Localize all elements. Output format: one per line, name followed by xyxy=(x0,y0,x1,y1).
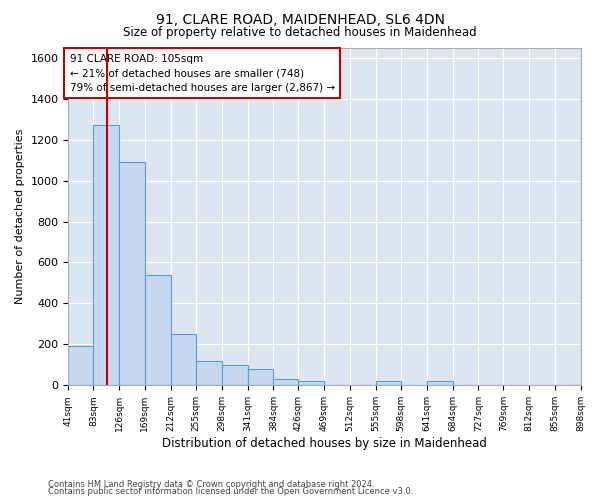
Text: 91, CLARE ROAD, MAIDENHEAD, SL6 4DN: 91, CLARE ROAD, MAIDENHEAD, SL6 4DN xyxy=(155,12,445,26)
X-axis label: Distribution of detached houses by size in Maidenhead: Distribution of detached houses by size … xyxy=(162,437,487,450)
Text: Contains public sector information licensed under the Open Government Licence v3: Contains public sector information licen… xyxy=(48,488,413,496)
Bar xyxy=(196,361,222,386)
Bar xyxy=(274,379,298,386)
Bar xyxy=(170,334,196,386)
Y-axis label: Number of detached properties: Number of detached properties xyxy=(15,128,25,304)
Bar xyxy=(94,126,119,386)
Bar xyxy=(298,382,324,386)
Text: 91 CLARE ROAD: 105sqm
← 21% of detached houses are smaller (748)
79% of semi-det: 91 CLARE ROAD: 105sqm ← 21% of detached … xyxy=(70,54,335,93)
Bar xyxy=(222,365,248,386)
Bar xyxy=(376,382,401,386)
Bar xyxy=(119,162,145,386)
Bar xyxy=(68,346,94,386)
Bar xyxy=(248,369,274,386)
Text: Contains HM Land Registry data © Crown copyright and database right 2024.: Contains HM Land Registry data © Crown c… xyxy=(48,480,374,489)
Bar xyxy=(145,275,170,386)
Text: Size of property relative to detached houses in Maidenhead: Size of property relative to detached ho… xyxy=(123,26,477,39)
Bar xyxy=(427,382,452,386)
